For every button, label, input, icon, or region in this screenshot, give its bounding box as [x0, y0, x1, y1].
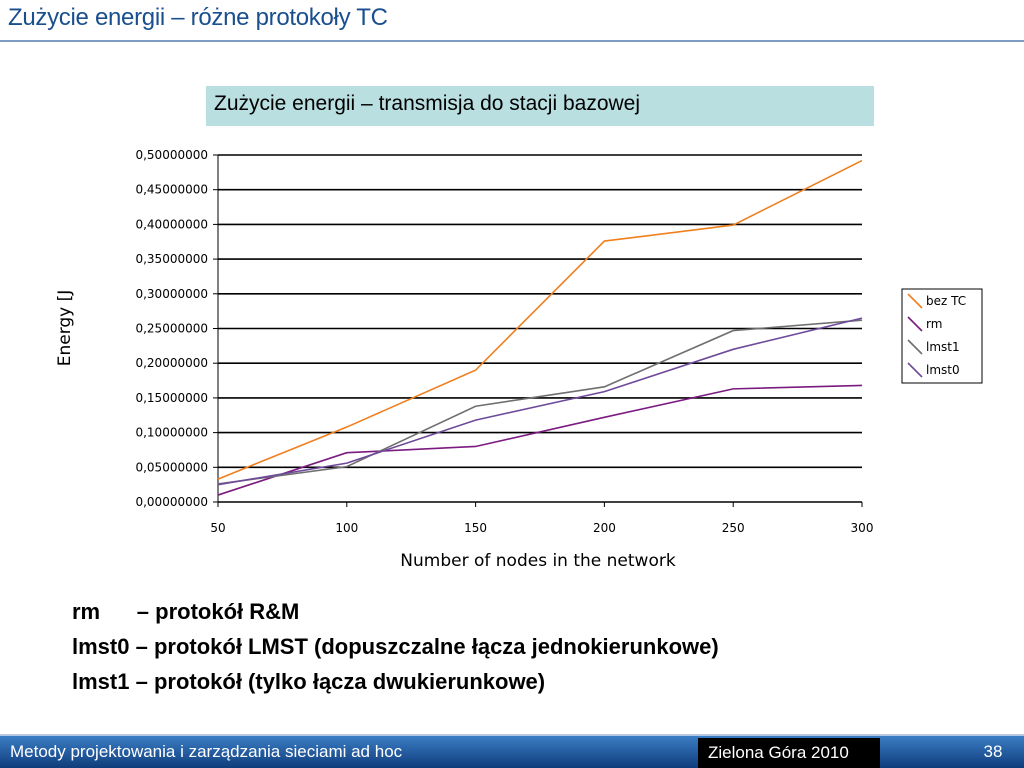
legend-swatch [907, 293, 923, 309]
note-key: lmst1 [72, 669, 136, 694]
x-tick-label: 100 [335, 521, 358, 535]
x-tick-labels: 50 100 150 200 250 300 [210, 521, 873, 535]
x-tick-label: 250 [722, 521, 745, 535]
y-tick-label: 0,00000000 [135, 495, 208, 509]
legend-swatch [907, 339, 923, 355]
footer-divider [0, 734, 1024, 736]
y-tick-labels: 0,00000000 0,05000000 0,10000000 0,15000000… [135, 148, 208, 509]
energy-line-chart: 0,00000000 0,05000000 0,10000000 0,15000000… [55, 148, 983, 571]
y-axis-label: Energy [J [55, 290, 75, 367]
legend-label: lmst1 [926, 340, 960, 354]
x-tick-label: 200 [593, 521, 616, 535]
protocol-notes: rm – protokół R&M lmst0 – protokół LMST … [72, 594, 719, 699]
slide-title: Zużycie energii – różne protokoły TC [8, 4, 388, 31]
y-tick-label: 0,40000000 [135, 217, 208, 231]
series-line-rm [217, 384, 863, 496]
y-tick-label: 0,30000000 [135, 287, 208, 301]
series-line-lmst0 [217, 317, 863, 486]
y-tick-label: 0,25000000 [135, 322, 208, 336]
x-tick-label: 50 [210, 521, 225, 535]
note-rm: rm – protokół R&M [72, 594, 719, 629]
slide-number: 38 [983, 742, 1003, 761]
series-line-bez-tc [217, 159, 863, 480]
x-axis-label: Number of nodes in the network [400, 551, 676, 571]
series-line-lmst1 [217, 319, 863, 485]
y-tick-label: 0,35000000 [135, 252, 208, 266]
title-divider [0, 40, 1024, 42]
x-tick-label: 300 [851, 521, 874, 535]
note-key: rm [72, 599, 137, 624]
chart-caption: Zużycie energii – transmisja do stacji b… [214, 92, 641, 115]
note-text: – protokół R&M [136, 599, 300, 624]
y-tick-label: 0,15000000 [135, 391, 208, 405]
x-tick-label: 150 [464, 521, 487, 535]
legend-box [901, 288, 983, 384]
note-lmst0: lmst0 – protokół LMST (dopuszczalne łącz… [72, 629, 719, 664]
y-tick-label: 0,10000000 [135, 426, 208, 440]
legend-label: bez TC [926, 294, 966, 308]
chart-axes [213, 154, 863, 507]
legend-swatch [907, 316, 923, 332]
chart-caption-box: Zużycie energii – transmisja do stacji b… [206, 86, 874, 126]
legend-label: rm [926, 317, 942, 331]
y-tick-label: 0,05000000 [135, 460, 208, 474]
note-text: – protokół LMST (dopuszczalne łącza jedn… [135, 634, 719, 659]
footer-course-title: Metody projektowania i zarządzania sieci… [10, 742, 403, 761]
footer-location-date: Zielona Góra 2010 [698, 738, 880, 768]
legend-label: lmst0 [926, 363, 960, 377]
legend-swatch [907, 362, 923, 378]
note-key: lmst0 [72, 634, 136, 659]
y-tick-label: 0,50000000 [135, 148, 208, 162]
y-tick-label: 0,45000000 [135, 183, 208, 197]
chart-series [217, 159, 863, 496]
note-lmst1: lmst1 – protokół (tylko łącza dwukierunk… [72, 664, 719, 699]
y-tick-label: 0,20000000 [135, 356, 208, 370]
chart-legend: bez TC rm lmst1 lmst0 [901, 288, 983, 384]
note-text: – protokół (tylko łącza dwukierunkowe) [135, 669, 546, 694]
